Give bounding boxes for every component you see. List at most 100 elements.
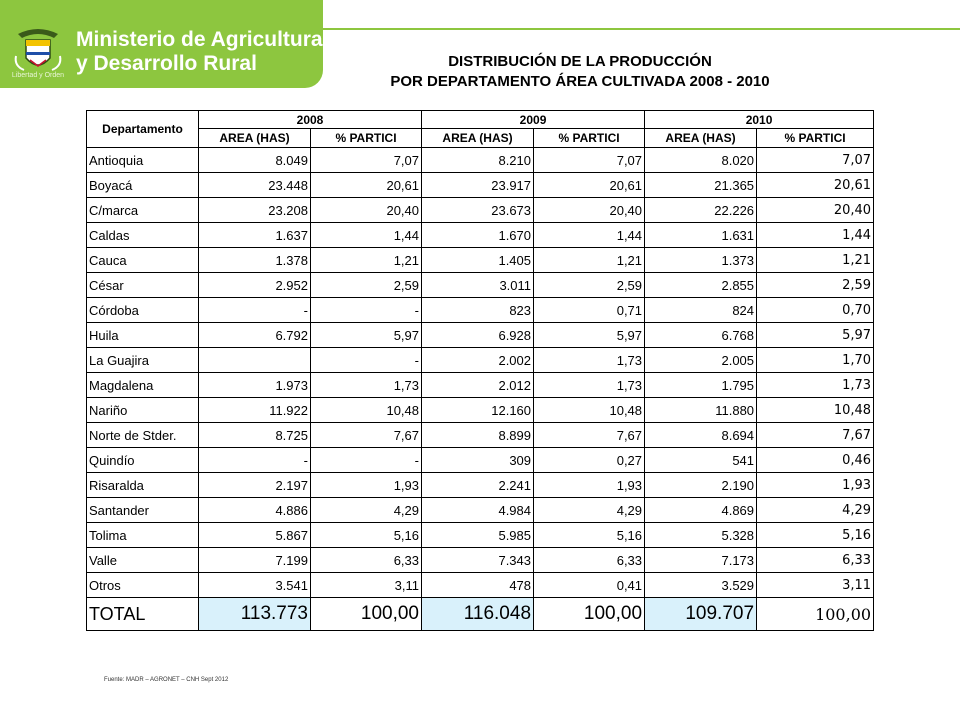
department-cell: Nariño xyxy=(86,397,199,423)
area-2010-cell: 2.005 xyxy=(644,347,758,373)
pct-2008-cell: 1,44 xyxy=(309,222,423,248)
area-2009-cell: 4.984 xyxy=(421,497,535,523)
header-rule xyxy=(323,0,960,30)
pct-2008-cell: - xyxy=(309,447,423,473)
page-title-line2: POR DEPARTAMENTO ÁREA CULTIVADA 2008 - 2… xyxy=(390,73,770,90)
pct-2009-cell: 6,33 xyxy=(533,547,646,573)
pct-2008-cell: 4,29 xyxy=(309,497,423,523)
table-row: Norte de Stder. 8.725 7,67 8.899 7,67 8.694 7,… xyxy=(86,422,875,448)
table-row: César 2.952 2,59 3.011 2,59 2.855 2,59 xyxy=(86,272,875,298)
department-cell: Quindío xyxy=(86,447,199,473)
total-area-2009: 116.048 xyxy=(421,597,535,631)
pct-2008-cell: 7,07 xyxy=(309,147,423,173)
area-2010-cell: 541 xyxy=(644,447,758,473)
area-2008-cell: 5.867 xyxy=(198,522,311,548)
pct-2009-cell: 2,59 xyxy=(533,272,646,298)
pct-2008-cell: 20,40 xyxy=(309,197,423,223)
total-pct-2010: 100,00 xyxy=(756,597,875,631)
table-row: Antioquia 8.049 7,07 8.210 7,07 8.020 7,07 xyxy=(86,147,875,173)
area-2010-cell: 21.365 xyxy=(644,172,758,198)
pct-2009-cell: 1,73 xyxy=(533,347,646,373)
department-cell: C/marca xyxy=(86,197,199,223)
table-row: C/marca 23.208 20,40 23.673 20,40 22.226 20,40 xyxy=(86,197,875,223)
area-2008-cell: 23.448 xyxy=(198,172,311,198)
pct-2008-cell: 1,73 xyxy=(309,372,423,398)
pct-2009-cell: 5,97 xyxy=(533,322,646,348)
area-2010-cell: 22.226 xyxy=(644,197,758,223)
pct-2009-cell: 1,93 xyxy=(533,472,646,498)
table-row: Córdoba - -823 0,71 824 0,70 xyxy=(86,297,875,323)
pct-2010-cell: 2,59 xyxy=(756,272,875,298)
table-row: Nariño 11.922 10,48 12.160 10,48 11.880 10,48 xyxy=(86,397,875,423)
area-2010-cell: 11.880 xyxy=(644,397,758,423)
area-2009-cell: 309 xyxy=(421,447,535,473)
pct-2010-cell: 6,33 xyxy=(756,547,875,573)
table-row: Cauca 1.378 1,21 1.405 1,21 1.373 1,21 xyxy=(86,247,875,273)
header-banner: Libertad y Orden Ministerio de Agricultu… xyxy=(0,0,323,88)
year-header-2009: 2009 xyxy=(421,110,646,129)
table-header-years: Departamento 2008 2009 2010 xyxy=(86,110,875,148)
area-2010-cell: 1.795 xyxy=(644,372,758,398)
pct-2008-cell: 1,21 xyxy=(309,247,423,273)
pct-2010-cell: 7,67 xyxy=(756,422,875,448)
table-row: La Guajira -2.002 1,73 2.005 1,70 xyxy=(86,347,875,373)
total-label: TOTAL xyxy=(86,597,199,631)
table-row: Otros 3.541 3,11 478 0,41 3.529 3,11 xyxy=(86,572,875,598)
pct-2008-cell: 20,61 xyxy=(309,172,423,198)
coat-of-arms-icon xyxy=(14,29,62,71)
area-2010-cell: 7.173 xyxy=(644,547,758,573)
department-cell: Magdalena xyxy=(86,372,199,398)
area-2009-cell: 23.917 xyxy=(421,172,535,198)
pct-2009-cell: 1,44 xyxy=(533,222,646,248)
area-2008-cell: - xyxy=(198,447,311,473)
area-2010-cell: 8.020 xyxy=(644,147,758,173)
area-2008-cell: 7.199 xyxy=(198,547,311,573)
area-2009-cell: 5.985 xyxy=(421,522,535,548)
pct-2010-cell: 1,70 xyxy=(756,347,875,373)
dept-column-header: Departamento xyxy=(86,110,199,148)
area-2010-cell: 2.190 xyxy=(644,472,758,498)
pct-2008-cell: 5,16 xyxy=(309,522,423,548)
pct-2010-cell: 0,46 xyxy=(756,447,875,473)
pct-2009-cell: 5,16 xyxy=(533,522,646,548)
area-2009-cell: 8.899 xyxy=(421,422,535,448)
area-2008-cell: 2.197 xyxy=(198,472,311,498)
table-row: Huila 6.792 5,97 6.928 5,97 6.768 5,97 xyxy=(86,322,875,348)
year-header-2010: 2010 xyxy=(644,110,875,129)
table-body: Antioquia 8.049 7,07 8.210 7,07 8.020 7,07 Boya… xyxy=(86,147,875,631)
pct-2009-cell: 0,27 xyxy=(533,447,646,473)
area-2009-cell: 1.670 xyxy=(421,222,535,248)
sub-header: % PARTICI xyxy=(309,128,423,148)
table-row: Tolima 5.867 5,16 5.985 5,16 5.328 5,16 xyxy=(86,522,875,548)
area-2008-cell: 2.952 xyxy=(198,272,311,298)
area-2008-cell: 6.792 xyxy=(198,322,311,348)
pct-2008-cell: 3,11 xyxy=(309,572,423,598)
source-note: Fuente: MADR – AGRONET – CNH Sept 2012 xyxy=(104,677,229,683)
total-pct-2009: 100,00 xyxy=(533,597,646,631)
pct-2008-cell: 6,33 xyxy=(309,547,423,573)
pct-2009-cell: 0,71 xyxy=(533,297,646,323)
area-2008-cell: 4.886 xyxy=(198,497,311,523)
area-2009-cell: 12.160 xyxy=(421,397,535,423)
page-title: DISTRIBUCIÓN DE LA PRODUCCIÓN POR DEPART… xyxy=(330,52,830,92)
area-2010-cell: 1.631 xyxy=(644,222,758,248)
area-2010-cell: 2.855 xyxy=(644,272,758,298)
table-row: Santander 4.886 4,29 4.984 4,29 4.869 4,29 xyxy=(86,497,875,523)
sub-header: AREA (HAS) xyxy=(421,128,535,148)
pct-2009-cell: 4,29 xyxy=(533,497,646,523)
area-2008-cell xyxy=(198,347,311,373)
table-row: Valle 7.199 6,33 7.343 6,33 7.173 6,33 xyxy=(86,547,875,573)
area-2008-cell: 3.541 xyxy=(198,572,311,598)
pct-2010-cell: 10,48 xyxy=(756,397,875,423)
area-2009-cell: 6.928 xyxy=(421,322,535,348)
pct-2010-cell: 0,70 xyxy=(756,297,875,323)
pct-2010-cell: 5,16 xyxy=(756,522,875,548)
table-row: Risaralda 2.197 1,93 2.241 1,93 2.190 1,93 xyxy=(86,472,875,498)
pct-2008-cell: - xyxy=(309,297,423,323)
table-header-subcolumns: AREA (HAS) % PARTICI AREA (HAS) % PARTIC… xyxy=(87,128,875,148)
department-cell: Huila xyxy=(86,322,199,348)
area-2009-cell: 3.011 xyxy=(421,272,535,298)
area-2010-cell: 8.694 xyxy=(644,422,758,448)
area-2009-cell: 823 xyxy=(421,297,535,323)
sub-header: % PARTICI xyxy=(533,128,646,148)
